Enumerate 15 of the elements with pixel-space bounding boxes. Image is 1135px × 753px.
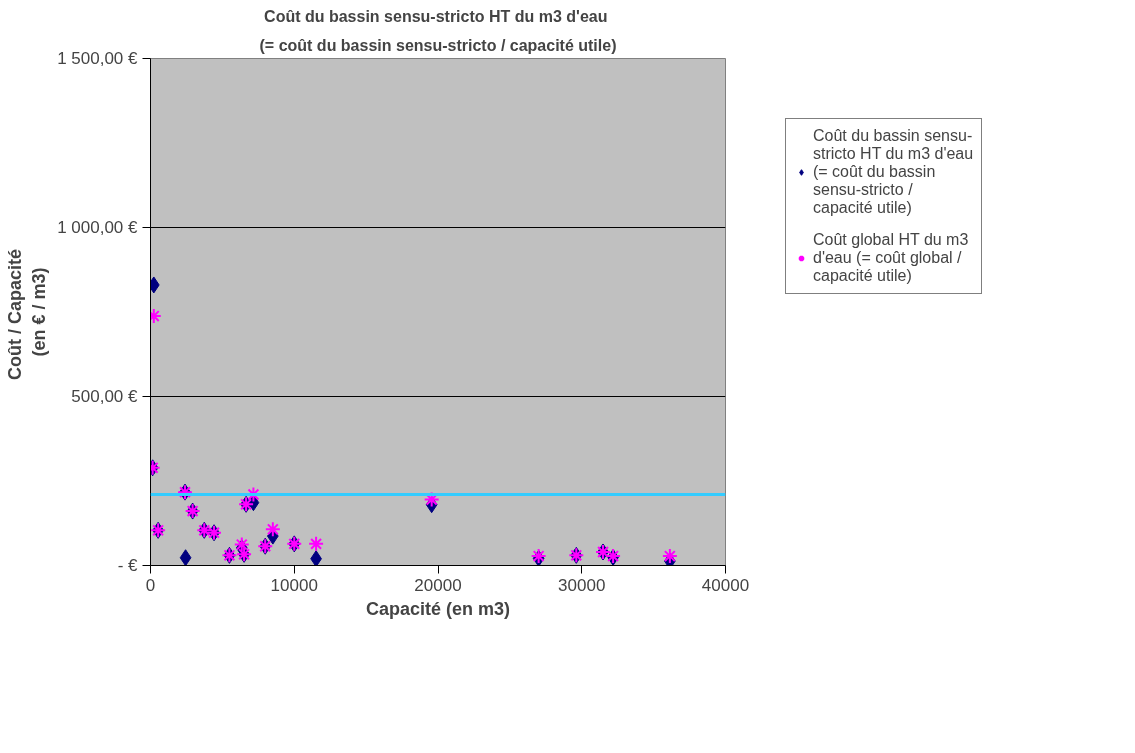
x-tick-label: 30000	[558, 575, 606, 595]
y-tick-label: 500,00 €	[71, 387, 139, 406]
y-axis-title: Coût / Capacité (en € / m3)	[5, 248, 50, 381]
chart-subtitle: (= coût du bassin sensu-stricto / capacité utile)	[259, 36, 617, 54]
legend-label: Coût du bassin sensu-stricto HT du m3 d'eau (= coût du bassin sensu-stricto / capacité utile)	[813, 127, 974, 217]
y-tick-label: 1 500,00 €	[57, 49, 139, 68]
x-tick-label: 40000	[701, 575, 750, 595]
y-tick-label: 1 000,00 €	[57, 218, 139, 237]
x-tick-label: 10000	[270, 575, 318, 595]
y-tick-label: - €	[117, 556, 139, 575]
chart-title: Coût du bassin sensu-stricto HT du m3 d'eau	[264, 7, 608, 25]
x-tick-label: 20000	[414, 575, 462, 595]
x-axis-title: Capacité (en m3)	[365, 598, 511, 619]
x-tick-label: 0	[145, 575, 156, 595]
legend-label: Coût global HT du m3 d'eau (= coût global / capacité utile)	[813, 231, 969, 285]
